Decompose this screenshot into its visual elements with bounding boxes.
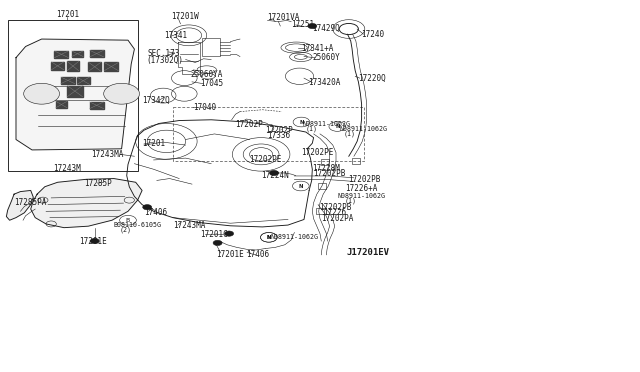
Text: 17240: 17240 [362, 30, 385, 39]
Text: 25060YA: 25060YA [190, 70, 223, 79]
Text: 17201E: 17201E [79, 237, 107, 246]
Bar [8, 20, 138, 171]
Text: 17224N: 17224N [261, 171, 289, 180]
Text: 25060Y: 25060Y [312, 53, 340, 62]
Bar [90, 50, 104, 57]
Text: J17201EV: J17201EV [347, 248, 390, 257]
Circle shape [213, 240, 222, 246]
Text: 17202P: 17202P [266, 126, 293, 135]
Text: 17341: 17341 [164, 31, 188, 40]
Polygon shape [16, 39, 134, 150]
Text: 17202PA: 17202PA [321, 214, 354, 223]
Text: 17228M: 17228M [312, 164, 339, 173]
Text: B: B [126, 218, 130, 223]
Text: 17201: 17201 [142, 140, 165, 148]
Text: 17045: 17045 [200, 79, 223, 88]
Text: 17201C: 17201C [200, 230, 227, 239]
Text: 17201E: 17201E [216, 250, 244, 259]
Circle shape [24, 83, 60, 104]
Circle shape [90, 238, 99, 244]
Bar [54, 51, 68, 58]
Text: 17202PB: 17202PB [319, 203, 351, 212]
Bar [67, 86, 83, 97]
Text: 17226+A: 17226+A [346, 184, 378, 193]
Text: (1): (1) [344, 131, 356, 137]
Text: 17285P: 17285P [84, 179, 112, 187]
Bar [56, 101, 67, 108]
Bar [352, 158, 360, 164]
Text: 17226: 17226 [323, 208, 346, 217]
Circle shape [308, 23, 317, 29]
Text: N: N [266, 235, 271, 240]
Text: 17202PE: 17202PE [301, 148, 333, 157]
Text: 17202PB: 17202PB [348, 175, 381, 184]
Bar [321, 159, 329, 165]
Bar [90, 102, 104, 109]
Text: 17201W: 17201W [172, 12, 199, 21]
Text: 17342Q: 17342Q [142, 96, 170, 105]
Text: N08911-1062G: N08911-1062G [337, 193, 385, 199]
Bar [88, 62, 101, 71]
Bar [318, 183, 326, 189]
Text: N: N [335, 124, 340, 129]
Bar [104, 62, 118, 71]
Circle shape [225, 231, 234, 236]
Text: (17302Q): (17302Q) [146, 56, 183, 65]
Text: N08911-1062G: N08911-1062G [303, 121, 351, 126]
Circle shape [104, 83, 140, 104]
Text: 17429Q: 17429Q [312, 24, 339, 33]
Text: (1): (1) [344, 197, 356, 204]
Text: 17406: 17406 [246, 250, 269, 259]
Text: 17202PB: 17202PB [314, 169, 346, 178]
Text: 17220Q: 17220Q [358, 74, 386, 83]
Text: 173420A: 173420A [308, 78, 341, 87]
Text: N: N [299, 119, 304, 125]
Text: 17336: 17336 [268, 131, 291, 140]
Text: 17251: 17251 [291, 20, 314, 29]
Bar [51, 62, 64, 70]
Bar [72, 51, 83, 57]
Text: N08911-1062G: N08911-1062G [270, 234, 318, 240]
Bar [202, 38, 220, 56]
Text: 17202P: 17202P [236, 120, 263, 129]
Text: 17243M: 17243M [53, 164, 81, 173]
Text: 17341+A: 17341+A [301, 44, 333, 53]
Text: (1): (1) [306, 125, 318, 132]
Circle shape [143, 205, 152, 210]
Polygon shape [6, 190, 33, 220]
Text: B08110-6105G: B08110-6105G [114, 222, 162, 228]
Text: N08911-1062G: N08911-1062G [339, 126, 387, 132]
Polygon shape [31, 179, 142, 228]
Bar [77, 77, 90, 84]
Text: 17201VA: 17201VA [268, 13, 300, 22]
Text: (2): (2) [120, 227, 132, 233]
Text: 17040: 17040 [193, 103, 216, 112]
Text: 17201: 17201 [56, 10, 79, 19]
Text: SEC.173: SEC.173 [147, 49, 180, 58]
Bar [67, 61, 79, 71]
Circle shape [269, 170, 278, 176]
Text: 17243MA: 17243MA [91, 150, 124, 159]
Text: 17202PE: 17202PE [250, 155, 282, 164]
Bar [61, 77, 75, 84]
Text: N: N [298, 183, 303, 189]
Text: 17406: 17406 [144, 208, 167, 217]
Text: N: N [266, 235, 271, 240]
Text: 17243MA: 17243MA [173, 221, 205, 230]
Text: 17285PA: 17285PA [14, 198, 47, 207]
Bar [316, 208, 324, 214]
